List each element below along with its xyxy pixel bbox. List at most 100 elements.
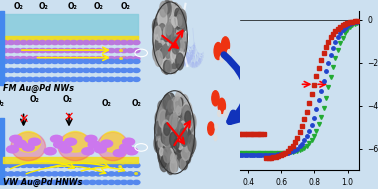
Circle shape xyxy=(58,172,65,176)
Circle shape xyxy=(77,49,84,53)
Circle shape xyxy=(179,131,187,147)
Circle shape xyxy=(160,29,166,41)
Circle shape xyxy=(108,57,115,61)
Circle shape xyxy=(26,163,33,167)
Circle shape xyxy=(165,118,171,131)
Circle shape xyxy=(165,58,169,67)
Circle shape xyxy=(172,5,175,12)
Circle shape xyxy=(172,118,178,130)
Circle shape xyxy=(8,77,14,81)
Circle shape xyxy=(177,15,182,26)
Circle shape xyxy=(45,57,52,61)
Circle shape xyxy=(155,121,161,136)
Circle shape xyxy=(159,31,166,45)
Circle shape xyxy=(121,40,127,45)
Circle shape xyxy=(163,129,170,146)
Circle shape xyxy=(159,13,166,29)
Circle shape xyxy=(175,8,180,20)
Circle shape xyxy=(156,138,163,150)
Circle shape xyxy=(168,143,172,152)
Circle shape xyxy=(77,77,84,81)
Circle shape xyxy=(20,49,27,53)
Circle shape xyxy=(172,103,181,120)
Circle shape xyxy=(177,9,186,28)
Circle shape xyxy=(208,122,214,135)
Circle shape xyxy=(89,40,96,45)
Circle shape xyxy=(153,22,158,33)
Circle shape xyxy=(171,137,180,155)
Circle shape xyxy=(190,118,194,126)
Circle shape xyxy=(160,8,164,18)
Circle shape xyxy=(1,57,8,61)
Circle shape xyxy=(168,11,177,29)
Circle shape xyxy=(164,27,169,38)
Circle shape xyxy=(177,143,181,152)
Circle shape xyxy=(126,148,138,155)
Circle shape xyxy=(95,163,102,167)
Circle shape xyxy=(181,142,190,160)
Circle shape xyxy=(114,180,121,184)
Circle shape xyxy=(187,145,193,157)
Circle shape xyxy=(166,10,174,27)
Circle shape xyxy=(177,142,184,157)
Circle shape xyxy=(178,12,186,28)
Circle shape xyxy=(177,26,182,36)
Circle shape xyxy=(70,49,77,53)
Circle shape xyxy=(51,68,58,73)
Circle shape xyxy=(127,59,134,64)
Circle shape xyxy=(167,141,176,159)
Circle shape xyxy=(1,180,8,184)
Circle shape xyxy=(170,23,176,34)
Circle shape xyxy=(175,51,181,64)
Circle shape xyxy=(89,163,96,167)
Circle shape xyxy=(183,114,189,127)
Circle shape xyxy=(163,43,167,51)
Circle shape xyxy=(26,172,33,176)
Circle shape xyxy=(8,172,14,176)
Circle shape xyxy=(177,106,181,115)
Circle shape xyxy=(177,151,183,162)
Circle shape xyxy=(170,153,175,163)
Circle shape xyxy=(162,58,169,74)
Circle shape xyxy=(51,40,58,45)
Circle shape xyxy=(172,138,180,154)
Circle shape xyxy=(121,49,127,53)
Circle shape xyxy=(177,29,184,43)
Circle shape xyxy=(176,118,182,130)
Circle shape xyxy=(89,77,96,81)
Circle shape xyxy=(170,141,178,156)
Circle shape xyxy=(158,13,165,28)
Circle shape xyxy=(159,134,164,146)
Circle shape xyxy=(95,40,102,45)
Circle shape xyxy=(187,126,194,141)
Circle shape xyxy=(133,40,140,45)
Circle shape xyxy=(164,141,168,149)
Circle shape xyxy=(114,77,121,81)
Circle shape xyxy=(187,115,192,126)
Text: O₂: O₂ xyxy=(121,2,130,12)
Circle shape xyxy=(83,163,90,167)
Circle shape xyxy=(127,180,134,184)
Circle shape xyxy=(58,57,65,61)
Circle shape xyxy=(127,163,134,167)
Circle shape xyxy=(160,27,167,41)
Circle shape xyxy=(89,68,96,73)
Circle shape xyxy=(77,172,84,176)
Circle shape xyxy=(166,62,170,70)
Text: O₂: O₂ xyxy=(132,99,141,108)
Text: e⁻: e⁻ xyxy=(133,171,141,176)
Circle shape xyxy=(168,26,174,38)
Circle shape xyxy=(177,128,184,143)
Circle shape xyxy=(180,134,189,153)
Circle shape xyxy=(172,37,180,54)
Circle shape xyxy=(121,172,127,176)
Circle shape xyxy=(58,180,65,184)
Circle shape xyxy=(183,147,189,158)
Circle shape xyxy=(39,40,46,45)
Circle shape xyxy=(161,38,167,50)
Circle shape xyxy=(175,12,183,29)
Circle shape xyxy=(58,40,65,45)
Circle shape xyxy=(178,111,186,126)
Circle shape xyxy=(166,136,171,147)
Text: ✕: ✕ xyxy=(18,113,29,126)
